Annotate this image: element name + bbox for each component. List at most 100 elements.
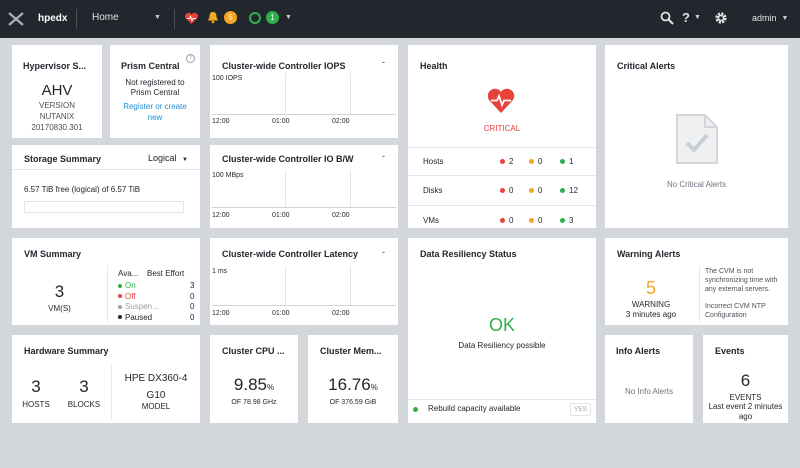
- cluster-cpu-card[interactable]: Cluster CPU ... 9.85% OF 78.98 GHz: [210, 335, 298, 423]
- cpu-usage: 9.85%: [210, 375, 298, 395]
- card-title: Cluster-wide Controller IO B/W: [222, 154, 354, 164]
- data-resiliency-card[interactable]: Data Resiliency Status OK Data Resilienc…: [408, 238, 596, 423]
- vm-state-count: 0: [190, 312, 195, 322]
- controller-io-bandwidth-card[interactable]: Cluster-wide Controller IO B/W - 100 MBp…: [210, 145, 398, 228]
- controller-iops-card[interactable]: Cluster-wide Controller IOPS - 100 IOPS …: [210, 45, 398, 138]
- card-title: Health: [420, 61, 448, 71]
- warning-time: 3 minutes ago: [625, 310, 677, 319]
- card-title: Cluster-wide Controller IOPS: [222, 61, 346, 71]
- health-row-label[interactable]: Disks: [423, 186, 443, 195]
- vm-count: 3: [54, 282, 65, 301]
- info-alerts-card[interactable]: Info Alerts No Info Alerts: [605, 335, 693, 423]
- tasks-count-badge: 1: [266, 11, 279, 24]
- status-dot: [500, 188, 505, 193]
- card-title: Storage Summary: [24, 154, 102, 164]
- health-yellow-count[interactable]: 0: [538, 157, 543, 166]
- user-name: admin: [752, 13, 777, 23]
- x-tick: 12:00: [212, 212, 230, 219]
- critical-alerts-card[interactable]: Critical Alerts No Critical Alerts: [605, 45, 788, 228]
- x-tick: 01:00: [272, 310, 290, 317]
- card-menu[interactable]: -: [382, 151, 385, 161]
- health-card[interactable]: Health CRITICAL Hosts 2 0 1 Disks 0 0 12 VMs 0 0 3: [408, 45, 596, 228]
- health-green-count[interactable]: 3: [569, 216, 574, 225]
- bandwidth-chart: [212, 170, 396, 208]
- rebuild-capacity-badge: YES: [570, 403, 592, 416]
- status-dot: [560, 218, 565, 223]
- status-dot: [529, 188, 534, 193]
- hypervisor-name: AHV: [41, 82, 73, 99]
- health-row-label[interactable]: Hosts: [423, 157, 444, 166]
- health-green-count[interactable]: 12: [569, 186, 578, 195]
- cluster-memory-card[interactable]: Cluster Mem... 16.76% OF 376.59 GiB: [308, 335, 398, 423]
- divider: [76, 9, 77, 29]
- status-dot: [500, 159, 505, 164]
- tasks-button[interactable]: 1 ▼: [249, 11, 292, 24]
- search-icon[interactable]: [660, 11, 674, 25]
- events-count[interactable]: 6: [740, 371, 751, 390]
- divider: [111, 365, 112, 420]
- events-card[interactable]: Events 6 EVENTS Last event 2 minutes ago: [703, 335, 788, 423]
- hosts-count: 3: [31, 377, 41, 396]
- x-tick: 12:00: [212, 310, 230, 317]
- health-yellow-count[interactable]: 0: [538, 186, 543, 195]
- vm-state-count: 0: [190, 302, 195, 311]
- health-red-count[interactable]: 0: [509, 186, 514, 195]
- card-menu[interactable]: -: [382, 57, 385, 67]
- chevron-down-icon: ▼: [182, 157, 188, 163]
- health-red-count[interactable]: 0: [509, 216, 514, 225]
- percent-unit: %: [370, 383, 378, 392]
- user-menu[interactable]: admin ▼: [752, 13, 788, 23]
- warning-label: WARNING: [631, 300, 671, 309]
- model-name: HPE DX360-4 G10: [124, 373, 188, 401]
- cluster-name[interactable]: hpedx: [38, 13, 68, 24]
- card-menu[interactable]: -: [382, 247, 385, 257]
- warning-message[interactable]: The CVM is not synchronizing time with a…: [705, 268, 778, 293]
- storage-summary-card[interactable]: Storage Summary Logical ▼ 6.57 TiB free …: [12, 145, 200, 228]
- best-effort-column-header: Best Effort: [147, 269, 185, 278]
- warning-count[interactable]: 5: [645, 278, 656, 298]
- warning-message[interactable]: Incorrect CVM NTP Configuration: [705, 303, 766, 319]
- warning-alerts-card[interactable]: Warning Alerts 5 WARNING 3 minutes ago T…: [605, 238, 788, 325]
- health-yellow-count[interactable]: 0: [538, 216, 543, 225]
- vm-state-label: Off: [125, 291, 136, 301]
- health-row-label[interactable]: VMs: [423, 216, 439, 225]
- home-nav-dropdown[interactable]: Home ▼: [92, 12, 164, 23]
- controller-latency-card[interactable]: Cluster-wide Controller Latency - 1 ms 1…: [210, 238, 398, 325]
- no-info-alerts-text: No Info Alerts: [624, 387, 674, 396]
- storage-total: 6.57 TiB: [110, 185, 141, 194]
- health-green-count[interactable]: 1: [569, 157, 574, 166]
- vm-state-label: Paused: [125, 312, 153, 322]
- cpu-usage-value: 9.85: [233, 375, 267, 394]
- vm-state-count: 3: [190, 281, 195, 290]
- cpu-capacity: OF 78.98 GHz: [231, 399, 277, 406]
- vm-count-label: VM(S): [48, 304, 71, 313]
- memory-usage-value: 16.76: [328, 375, 371, 394]
- chevron-down-icon: ▼: [285, 14, 292, 21]
- hypervisor-summary-card[interactable]: Hypervisor S... AHV VERSION NUTANIX 2017…: [12, 45, 102, 138]
- storage-used: 6.57 TiB: [24, 185, 54, 194]
- vm-summary-card[interactable]: VM Summary 3 VM(S) Ava... Best Effort On…: [12, 238, 200, 325]
- chevron-down-icon: ▼: [154, 14, 161, 21]
- memory-usage: 16.76%: [308, 375, 398, 395]
- card-title: Critical Alerts: [617, 61, 676, 71]
- register-link[interactable]: Register or create new: [123, 102, 187, 122]
- vm-state-count: 0: [190, 291, 195, 301]
- health-red-count[interactable]: 2: [509, 157, 514, 166]
- alerts-bell-button[interactable]: 5: [207, 11, 237, 24]
- gear-icon[interactable]: [714, 11, 728, 25]
- status-dot: [560, 188, 565, 193]
- help-icon[interactable]: ? ▼: [682, 10, 701, 25]
- card-title: Hardware Summary: [24, 346, 109, 356]
- info-icon[interactable]: ?: [186, 54, 195, 63]
- storage-mode-dropdown[interactable]: Logical ▼: [148, 153, 188, 163]
- prism-central-card[interactable]: Prism Central ? Not registered to Prism …: [110, 45, 200, 138]
- nutanix-logo-icon[interactable]: [8, 11, 26, 27]
- vm-state-label: Suspen...: [125, 302, 159, 311]
- last-event-time: Last event 2 minutes ago: [708, 402, 783, 421]
- vm-state-label: On: [125, 281, 136, 290]
- health-heart-icon[interactable]: [184, 12, 199, 25]
- x-tick: 12:00: [212, 118, 230, 125]
- prism-status: Not registered to Prism Central: [125, 78, 185, 97]
- hardware-summary-card[interactable]: Hardware Summary 3 HOSTS 3 BLOCKS HPE DX…: [12, 335, 200, 423]
- card-title: Cluster Mem...: [320, 346, 382, 356]
